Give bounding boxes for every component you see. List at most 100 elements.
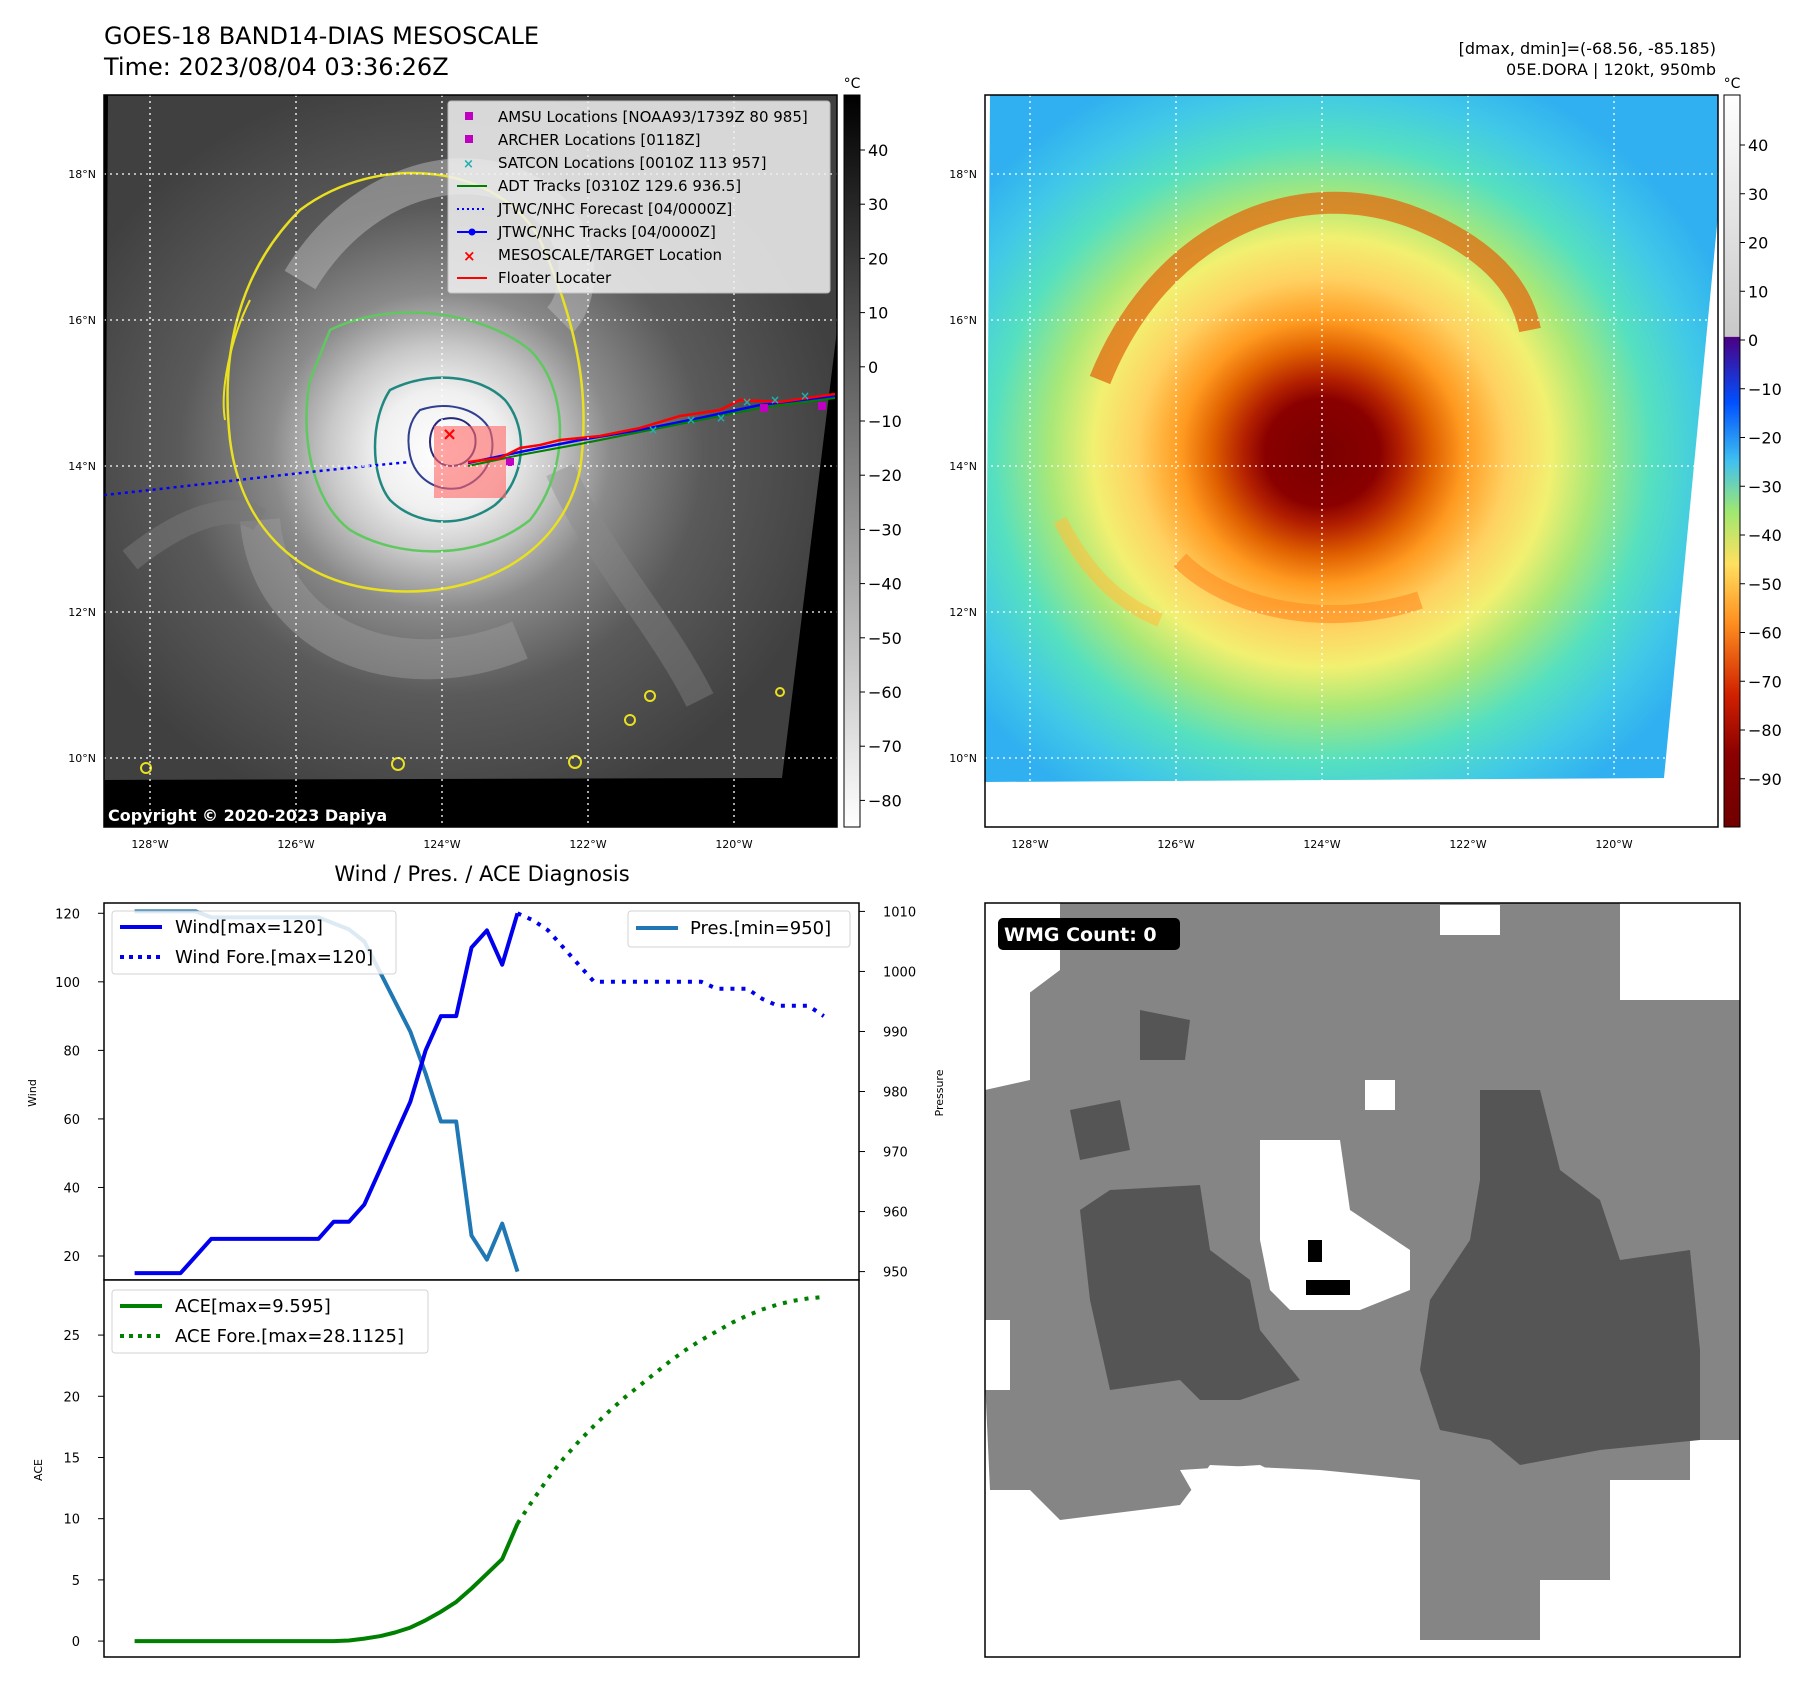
ace-axis-label: ACE xyxy=(32,1459,45,1481)
enhanced-lat-tick: 10°N xyxy=(949,752,977,765)
wmg-count-label: WMG Count: 0 xyxy=(1004,924,1157,946)
axis-tick-label: 990 xyxy=(883,1025,908,1040)
ace-axis-ticks: 0 5 10 15 20 25 xyxy=(63,1329,104,1650)
pressure-legend-label: Pres.[min=950] xyxy=(690,918,831,939)
ir-lon-tick: 122°W xyxy=(569,838,606,851)
amsu-marker-2 xyxy=(506,458,514,466)
wind-axis-ticks: 20 40 60 80 100 120 xyxy=(55,907,104,1265)
ir-lat-tick: 16°N xyxy=(68,314,96,327)
ir-lon-tick: 128°W xyxy=(131,838,168,851)
wind-legend-label: Wind[max=120] xyxy=(175,917,323,938)
map-legend: AMSU Locations [NOAA93/1739Z 80 985] ARC… xyxy=(447,100,831,294)
axis-tick-label: 10 xyxy=(63,1513,80,1528)
colorbar-tick-label: 0 xyxy=(868,358,878,377)
wind-series-line xyxy=(134,912,520,1276)
colorbar-tick-label: 10 xyxy=(868,304,888,323)
legend-amsu-label: AMSU Locations [NOAA93/1739Z 80 985] xyxy=(498,108,808,126)
legend-forecast-label: JTWC/NHC Forecast [04/0000Z] xyxy=(497,200,732,218)
colorbar-tick-label: 0 xyxy=(1748,331,1758,350)
colorbar-tick-label: −10 xyxy=(868,412,902,431)
archer-marker xyxy=(760,404,768,412)
ir-colorbar: °C 40 30 20 10 0 −10 −20 −30 −40 −50 −60 −70 −80 xyxy=(843,76,902,828)
diagnosis-chart-title: Wind / Pres. / ACE Diagnosis xyxy=(334,862,629,886)
axis-tick-label: 1000 xyxy=(883,965,916,980)
colorbar-tick-label: −50 xyxy=(868,629,902,648)
ace-forecast-legend-label: ACE Fore.[max=28.1125] xyxy=(175,1326,404,1347)
axis-tick-label: 970 xyxy=(883,1146,908,1161)
legend-floater-label: Floater Locater xyxy=(498,269,612,287)
ir-map-frame xyxy=(103,94,838,828)
enhanced-map-panel xyxy=(984,94,1719,828)
enhanced-lat-tick: 12°N xyxy=(949,606,977,619)
ir-lon-tick: 120°W xyxy=(715,838,752,851)
enhanced-map-frame xyxy=(984,94,1719,828)
axis-tick-label: 960 xyxy=(883,1206,908,1221)
colorbar-tick-label: 30 xyxy=(868,195,888,214)
pressure-axis-ticks: 950 960 970 980 990 1000 1010 xyxy=(859,905,916,1281)
ir-colorbar-ticks: 40 30 20 10 0 −10 −20 −30 −40 −50 −60 −70 −80 xyxy=(860,141,902,810)
svg-text:×: × xyxy=(800,389,810,403)
axis-tick-label: 5 xyxy=(72,1574,80,1589)
colorbar-tick-label: −60 xyxy=(868,683,902,702)
axis-tick-label: 950 xyxy=(883,1266,908,1281)
ace-series-group xyxy=(134,1295,824,1644)
axis-tick-label: 40 xyxy=(63,1181,80,1196)
axis-tick-label: 60 xyxy=(63,1113,80,1128)
legend-target-label: MESOSCALE/TARGET Location xyxy=(498,246,722,264)
enhanced-cloud-bands xyxy=(1053,191,1541,627)
legend-amsu-marker xyxy=(465,112,473,120)
enhanced-gridlines xyxy=(985,95,1718,827)
wind-forecast-legend-label: Wind Fore.[max=120] xyxy=(175,947,373,968)
ace-forecast-series-line xyxy=(515,1295,824,1525)
axis-tick-label: 80 xyxy=(63,1044,80,1059)
colorbar-tick-label: 20 xyxy=(868,249,888,268)
axis-tick-label: 20 xyxy=(63,1250,80,1265)
ir-lat-tick: 12°N xyxy=(68,606,96,619)
wmg-black-marks xyxy=(1306,1240,1350,1295)
ir-map-lon-ticks: 128°W 126°W 124°W 122°W 120°W xyxy=(131,838,752,851)
stats-dmax-dmin: [dmax, dmin]=(-68.56, -85.185) xyxy=(1459,39,1716,58)
enhanced-map-lon-ticks: 128°W 126°W 124°W 122°W 120°W xyxy=(1011,838,1632,851)
wmg-frame xyxy=(984,902,1741,1658)
enhanced-lat-tick: 14°N xyxy=(949,460,977,473)
axis-tick-label: 980 xyxy=(883,1086,908,1101)
wmg-panel: WMG Count: 0 xyxy=(984,902,1741,1658)
colorbar-tick-label: −30 xyxy=(1748,477,1782,496)
ir-lat-tick: 14°N xyxy=(68,460,96,473)
wmg-count-badge xyxy=(998,918,1180,950)
colorbar-tick-label: −80 xyxy=(1748,721,1782,740)
wind-forecast-series-line xyxy=(516,911,825,1018)
colorbar-tick-label: 40 xyxy=(868,141,888,160)
copyright-label: Copyright © 2020-2023 Dapiya xyxy=(108,806,387,825)
wmg-dark-region-top xyxy=(1070,1010,1190,1160)
axis-tick-label: 120 xyxy=(55,907,80,922)
figure-title: GOES-18 BAND14-DIAS MESOSCALE xyxy=(104,22,539,50)
svg-text:×: × xyxy=(686,413,696,427)
svg-text:×: × xyxy=(742,395,752,409)
satcon-markers: × × × × × × xyxy=(648,389,810,437)
ace-series-line xyxy=(134,1522,520,1644)
wind-pressure-chart: Wind Pressure 20 40 60 80 100 120 950 960 970 98… xyxy=(26,902,946,1281)
legend-satcon-marker: × xyxy=(463,157,474,172)
colorbar-tick-label: 10 xyxy=(1748,282,1768,301)
wind-legend: Wind[max=120] Wind Fore.[max=120] xyxy=(111,910,397,975)
legend-archer-marker xyxy=(465,135,473,143)
enhanced-lon-tick: 128°W xyxy=(1011,838,1048,851)
enhanced-lat-tick: 16°N xyxy=(949,314,977,327)
wind-axis-label: Wind xyxy=(26,1079,39,1107)
svg-text:×: × xyxy=(770,393,780,407)
colorbar-tick-label: −70 xyxy=(868,737,902,756)
pressure-axis-label: Pressure xyxy=(933,1069,946,1116)
floater-locater-track xyxy=(467,392,836,464)
ir-lon-tick: 126°W xyxy=(277,838,314,851)
colorbar-tick-label: −40 xyxy=(868,575,902,594)
wmg-dark-region-right xyxy=(1420,1090,1700,1465)
enhanced-lon-tick: 122°W xyxy=(1449,838,1486,851)
colorbar-tick-label: −90 xyxy=(1748,770,1782,789)
ace-legend-label: ACE[max=9.595] xyxy=(175,1296,331,1317)
wmg-white-core xyxy=(1260,1140,1410,1310)
ace-legend: ACE[max=9.595] ACE Fore.[max=28.1125] xyxy=(111,1289,429,1354)
legend-satcon-label: SATCON Locations [0010Z 113 957] xyxy=(498,154,766,172)
axis-tick-label: 0 xyxy=(72,1635,80,1650)
axis-tick-label: 15 xyxy=(63,1451,80,1466)
